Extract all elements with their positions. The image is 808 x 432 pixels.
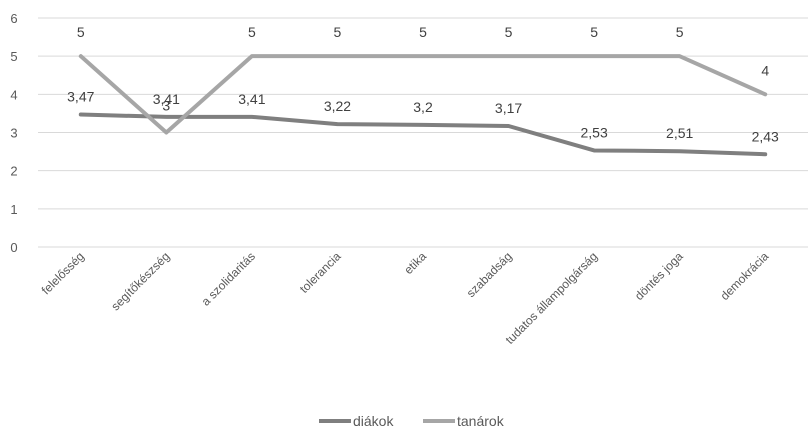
y-tick-label: 6	[10, 11, 17, 26]
series-line-diakok	[78, 112, 768, 157]
data-label-tanarok: 5	[419, 24, 427, 40]
data-label-tanarok: 4	[761, 62, 769, 78]
x-tick-label: tudatos állampolgárság	[503, 249, 601, 347]
x-tick-label: etika	[401, 249, 429, 277]
y-tick-label: 4	[10, 87, 17, 102]
x-tick-label: szabadság	[464, 249, 515, 300]
y-tick-label: 1	[10, 202, 17, 217]
y-tick-label: 2	[10, 164, 17, 179]
legend-label: tanárok	[457, 413, 505, 429]
y-tick-label: 5	[10, 49, 17, 64]
data-label-tanarok: 5	[248, 24, 256, 40]
x-axis-labels: felelősség segítőkészség a szolidaritás tol…	[39, 249, 772, 347]
legend: diákok tanárok	[319, 413, 505, 429]
data-label-diakok: 3,2	[413, 99, 433, 115]
data-label-tanarok: 3	[162, 98, 170, 114]
data-label-diakok: 3,47	[67, 89, 94, 105]
data-label-diakok: 2,53	[580, 124, 607, 140]
data-label-tanarok: 5	[505, 24, 513, 40]
data-label-diakok: 2,43	[752, 128, 779, 144]
data-label-tanarok: 5	[676, 24, 684, 40]
series-line-tanarok	[78, 54, 768, 135]
x-tick-label: segítőkészség	[108, 249, 172, 313]
data-label-diakok: 3,22	[324, 98, 351, 114]
y-axis-ticks: 0 1 2 3 4 5 6	[10, 11, 17, 255]
legend-label: diákok	[353, 413, 394, 429]
x-tick-label: döntés joga	[632, 249, 686, 303]
data-label-tanarok: 5	[77, 24, 85, 40]
data-label-tanarok: 5	[334, 24, 342, 40]
series-lines	[78, 54, 768, 157]
x-tick-label: a szolidaritás	[199, 249, 258, 308]
x-tick-label: felelősség	[39, 249, 87, 297]
x-tick-label: demokrácia	[718, 249, 772, 303]
x-tick-label: tolerancia	[297, 249, 344, 296]
data-label-diakok: 3,41	[238, 91, 265, 107]
data-label-tanarok: 5	[590, 24, 598, 40]
data-label-diakok: 3,17	[495, 100, 522, 116]
y-tick-label: 3	[10, 126, 17, 141]
data-label-diakok: 3,41	[153, 91, 180, 107]
data-label-diakok: 2,51	[666, 125, 693, 141]
y-tick-label: 0	[10, 240, 17, 255]
